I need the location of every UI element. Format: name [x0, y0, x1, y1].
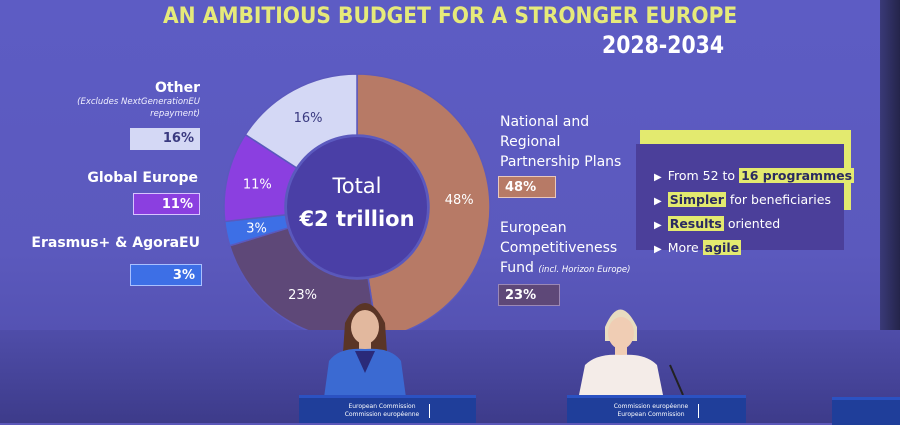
- donut-slice: [244, 73, 358, 169]
- label-erasmus: Erasmus+ & AgoraEU: [31, 235, 200, 251]
- bullet-2-highlight: Simpler: [667, 192, 726, 207]
- pct-erasmus: 3%: [130, 264, 202, 286]
- bullet-2-text: for beneficiaries: [725, 192, 831, 207]
- slice-label: 48%: [445, 193, 474, 208]
- pct-ecf: 23%: [498, 284, 560, 306]
- label-ecf-1: European: [500, 220, 567, 236]
- speaker-right: [577, 309, 684, 405]
- triangle-bullet-icon: ▶: [654, 244, 662, 255]
- label-ecf-3-wrap: Fund (incl. Horizon Europe): [500, 258, 630, 280]
- label-global-europe: Global Europe: [87, 170, 198, 186]
- slice-label: 16%: [294, 111, 323, 126]
- podium-divider: [429, 404, 431, 418]
- callout-box: ▶ From 52 to 16 programmes ▶ Simpler for b…: [636, 130, 855, 255]
- bullet-1-text: From 52 to: [667, 168, 740, 183]
- callout-bullet-4: ▶ More agile: [654, 240, 742, 255]
- podium-left-line1: European Commission: [348, 403, 416, 410]
- callout-bullet-3: ▶ Results oriented: [654, 216, 780, 231]
- slice-label: 23%: [288, 288, 317, 303]
- slice-label: 11%: [243, 177, 272, 192]
- pct-global-europe: 11%: [133, 193, 200, 215]
- bullet-4-highlight: agile: [702, 240, 742, 255]
- podium-left: European Commission Commission européenn…: [299, 395, 476, 423]
- callout-bullet-1: ▶ From 52 to 16 programmes: [654, 168, 855, 183]
- bullet-4-text: More: [667, 240, 703, 255]
- podium-right-line2: European Commission: [617, 411, 685, 418]
- speaker-left: [323, 303, 407, 405]
- bullet-3-highlight: Results: [667, 216, 724, 231]
- slide-years: 2028-2034: [602, 31, 725, 59]
- donut-center: [287, 137, 427, 277]
- podium-right-line1: Commission européenne: [613, 403, 689, 410]
- label-nrpp-1: National and: [500, 114, 590, 130]
- label-ecf-3: Fund: [500, 260, 534, 276]
- pct-nrpp: 48%: [498, 176, 556, 198]
- podium-edge: [832, 397, 900, 425]
- note-ecf: (incl. Horizon Europe): [538, 265, 631, 275]
- podium-divider: [698, 404, 700, 418]
- triangle-bullet-icon: ▶: [654, 196, 662, 207]
- podium-right: Commission européenne European Commissio…: [567, 395, 746, 423]
- callout-bullet-2: ▶ Simpler for beneficiaries: [654, 192, 831, 207]
- callout-accent-top: [640, 130, 851, 146]
- label-ecf-2: Competitiveness: [500, 240, 618, 256]
- label-other: Other: [155, 80, 200, 96]
- slice-label: 3%: [246, 222, 267, 237]
- podium-left-line2: Commission européenne: [344, 411, 420, 418]
- note-other-2: repayment): [150, 109, 200, 119]
- slide-title: AN AMBITIOUS BUDGET FOR A STRONGER EUROP…: [163, 4, 738, 29]
- screen-edge: [880, 0, 900, 423]
- label-nrpp-2: Regional: [500, 134, 561, 150]
- pct-other: 16%: [130, 128, 200, 150]
- center-total-label: Total: [331, 174, 381, 198]
- bullet-3-text: oriented: [723, 216, 781, 231]
- bullet-1-highlight: 16 programmes: [739, 168, 855, 183]
- center-total-value: €2 trillion: [298, 207, 414, 231]
- triangle-bullet-icon: ▶: [654, 220, 662, 231]
- triangle-bullet-icon: ▶: [654, 172, 662, 183]
- label-nrpp-3: Partnership Plans: [500, 154, 622, 170]
- note-other-1: (Excludes NextGenerationEU: [77, 97, 200, 107]
- donut-slice: [356, 73, 491, 340]
